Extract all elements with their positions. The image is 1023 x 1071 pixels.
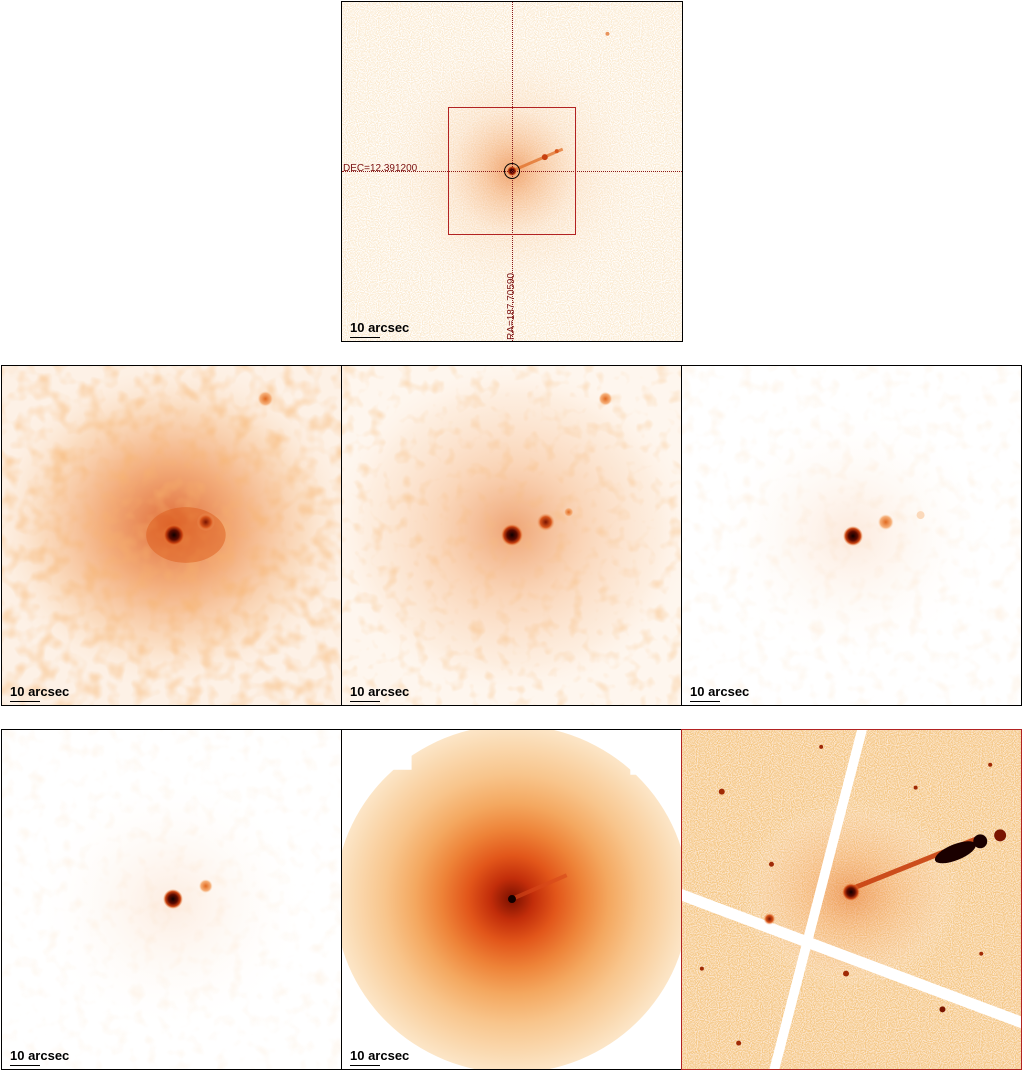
zoom-region-box [448,107,576,235]
scale-bar-line [350,1064,380,1066]
row2-image-2 [342,366,682,705]
scale-bar-label: 10 arcsec [350,1048,410,1063]
row3-panel-1: 10 arcsec [1,729,342,1070]
scale-bar-label: 10 arcsec [350,320,410,335]
target-circle-marker [504,163,520,179]
dec-label: DEC=12.391200 [343,163,418,174]
row2-panel-3: 10 arcsec [681,365,1022,706]
ra-label: RA=187.70590 [506,272,517,340]
row3-image-1 [2,730,341,1069]
row2-panel-2: 10 arcsec [341,365,683,706]
row2-image-3 [682,366,1021,705]
scale-bar-label: 10 arcsec [10,1048,70,1063]
scale-bar-line [690,700,720,702]
scale-bar-line [350,700,380,702]
row2-image-1 [2,366,341,705]
scale-bar-label: 10 arcsec [350,684,410,699]
scale-bar-line [10,700,40,702]
scale-bar-label: 10 arcsec [690,684,750,699]
scale-bar-line [350,336,380,338]
top-image-panel: DEC=12.391200 RA=187.70590 10 arcsec [341,1,683,342]
row3-image-3 [682,730,1021,1069]
scale-bar-line [10,1064,40,1066]
row3-image-2 [342,730,682,1069]
row3-panel-2: 10 arcsec [341,729,683,1070]
row2-panel-1: 10 arcsec [1,365,342,706]
row3-panel-3 [681,729,1022,1070]
scale-bar-label: 10 arcsec [10,684,70,699]
